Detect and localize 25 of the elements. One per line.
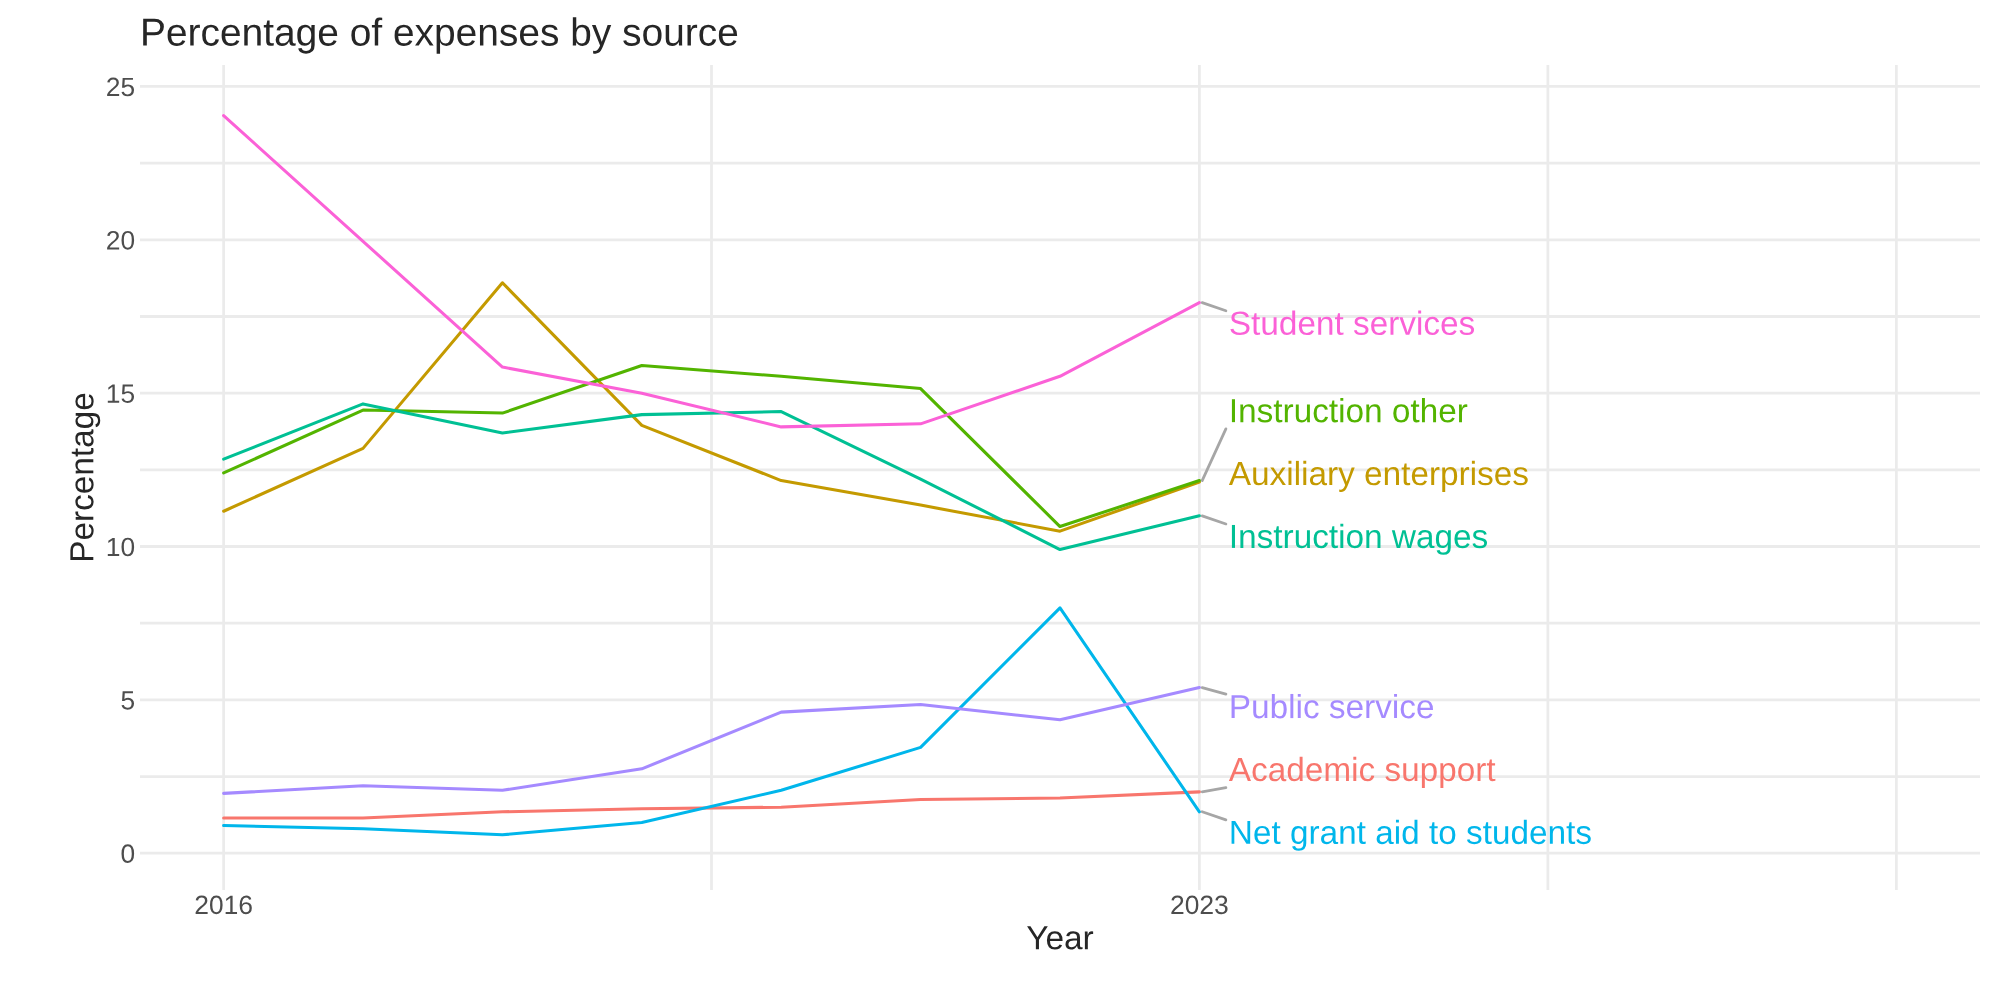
series-label: Academic support: [1228, 756, 1496, 788]
line-series: [222, 790, 1201, 820]
chart-title: Percentage of expenses by source: [143, 17, 738, 54]
line-series: [222, 364, 1201, 529]
series-label: Public service: [1231, 693, 1433, 719]
x-tick-label: 2016: [195, 895, 252, 915]
series-label: Instruction wages: [1231, 523, 1488, 555]
y-tick-label: 20: [107, 230, 135, 250]
series-label: Auxiliary enterprises: [1228, 460, 1528, 492]
y-tick-label: 15: [107, 384, 135, 403]
line-series: [222, 281, 1201, 533]
series-label: Instruction other: [1231, 398, 1468, 423]
y-tick-label: 5: [121, 691, 135, 710]
series-label: Net grant aid to students: [1231, 819, 1591, 851]
line-series: [222, 686, 1201, 795]
x-tick-label: 2023: [1171, 895, 1228, 915]
line-series: [222, 606, 1201, 837]
series-label: Student services: [1230, 310, 1475, 336]
y-tick-label: 10: [107, 537, 135, 557]
y-tick-label: 25: [107, 77, 135, 97]
y-tick-label: 0: [121, 844, 135, 864]
line-series: [222, 114, 1201, 429]
x-axis-title: Year: [1027, 926, 1094, 950]
y-axis-title: Percentage: [70, 393, 101, 561]
line-series: [222, 402, 1201, 552]
